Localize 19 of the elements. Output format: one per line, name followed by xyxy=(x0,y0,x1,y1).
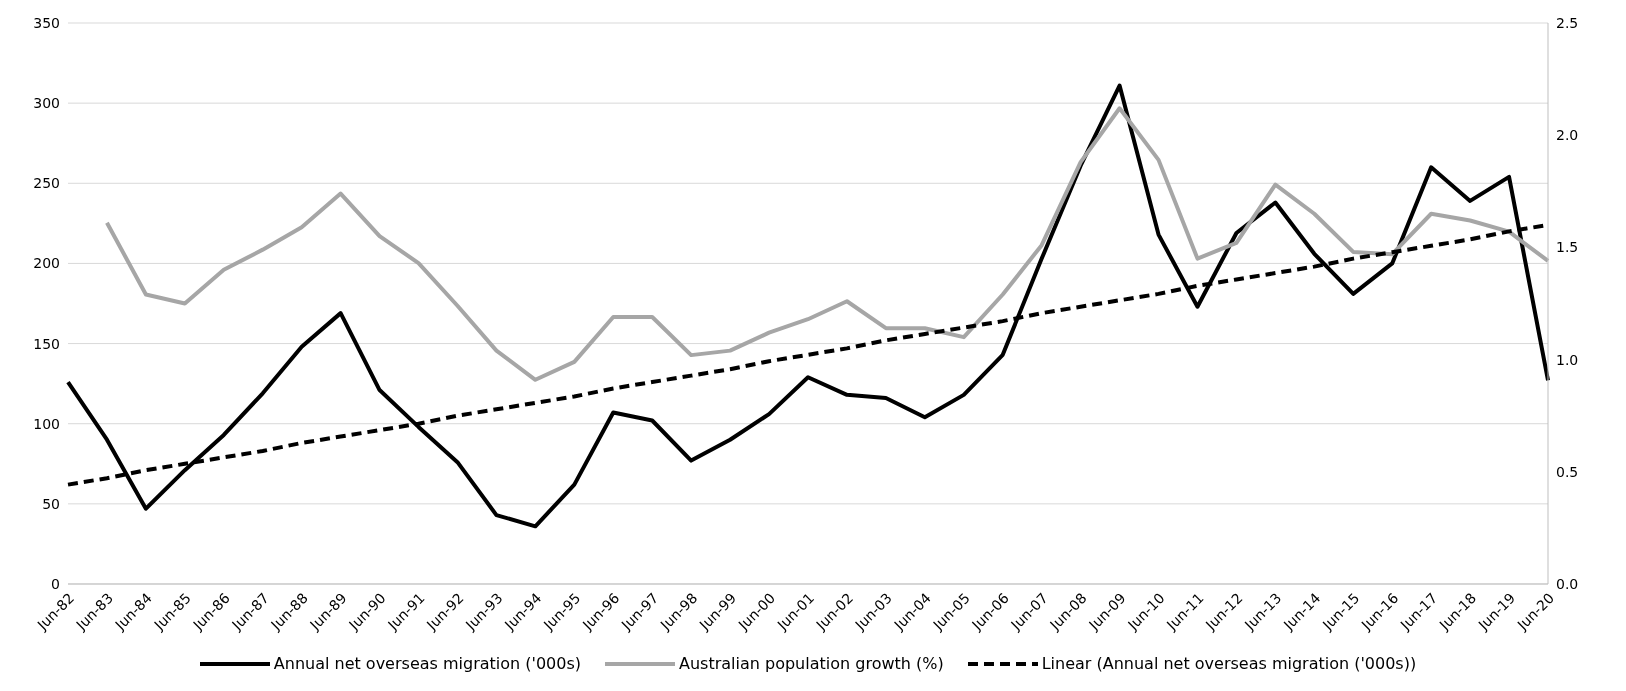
y2-tick-label: 0.5 xyxy=(1556,463,1579,480)
y2-tick-label: 2.0 xyxy=(1556,127,1579,144)
y-tick-label: 200 xyxy=(33,255,60,272)
y-tick-label: 300 xyxy=(33,95,60,112)
y2-tick-label: 2.5 xyxy=(1556,14,1579,31)
y-tick-label: 250 xyxy=(33,175,60,192)
legend-label: Linear (Annual net overseas migration ('000s)) xyxy=(1041,654,1417,673)
line-series xyxy=(104,106,1550,382)
y-tick-label: 100 xyxy=(33,415,60,432)
legend-label: Annual net overseas migration ('000s) xyxy=(273,654,582,673)
y-tick-label: 350 xyxy=(33,14,60,31)
line-series xyxy=(66,83,1550,529)
y2-tick-label: 0.0 xyxy=(1556,575,1579,592)
y-tick-label: 50 xyxy=(42,495,60,512)
y2-tick-label: 1.5 xyxy=(1556,239,1579,256)
y2-tick-label: 1.0 xyxy=(1556,351,1579,368)
y-tick-label: 150 xyxy=(33,335,60,352)
legend-label: Australian population growth (%) xyxy=(679,654,944,673)
y-tick-label: 0 xyxy=(51,575,60,592)
